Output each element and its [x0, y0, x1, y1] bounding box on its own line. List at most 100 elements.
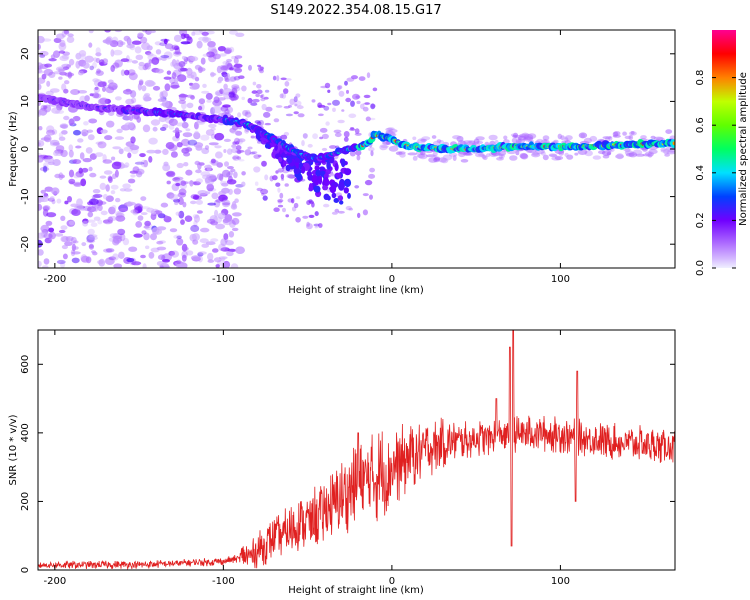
noise-blob [110, 49, 115, 57]
noise-blob [254, 120, 261, 124]
noise-blob [100, 210, 108, 216]
noise-blob [225, 240, 234, 246]
noise-blob [141, 212, 148, 216]
halo-blob [542, 135, 550, 141]
noise-blob [200, 134, 210, 141]
noise-blob [145, 62, 151, 70]
noise-blob [115, 96, 122, 101]
noise-blob [337, 85, 343, 90]
noise-blob [88, 30, 94, 34]
noise-blob [283, 131, 290, 136]
noise-blob [59, 174, 65, 179]
noise-blob [182, 201, 187, 208]
noise-blob [157, 254, 166, 260]
noise-blob [272, 75, 277, 81]
noise-blob [86, 219, 96, 223]
noise-blob [206, 99, 212, 103]
noise-blob [288, 104, 292, 108]
noise-blob [169, 194, 179, 201]
noise-blob [343, 136, 349, 142]
noise-blob [196, 40, 203, 49]
noise-blob [200, 171, 211, 177]
noise-blob [79, 152, 85, 160]
noise-blob [207, 41, 216, 48]
noise-blob [152, 85, 161, 91]
noise-blob [181, 138, 190, 147]
noise-blob [227, 166, 234, 170]
noise-blob [198, 105, 203, 111]
noise-blob [71, 257, 80, 264]
noise-blob [206, 51, 215, 58]
noise-blob [163, 38, 168, 45]
halo-blob [488, 134, 498, 141]
noise-blob [144, 220, 151, 227]
noise-blob [192, 30, 203, 36]
noise-blob [219, 88, 224, 95]
noise-blob [271, 175, 278, 181]
noise-blob [92, 92, 100, 99]
halo-blob [431, 135, 437, 139]
noise-blob [43, 155, 53, 160]
noise-blob [108, 256, 117, 261]
noise-blob [43, 258, 50, 265]
noise-blob [348, 113, 357, 119]
noise-blob [223, 233, 229, 240]
noise-blob [111, 205, 117, 210]
noise-blob [63, 30, 70, 35]
noise-blob [364, 102, 370, 105]
noise-blob [63, 115, 70, 121]
noise-blob [220, 180, 228, 186]
noise-blob [337, 210, 345, 214]
y-tick-label: 400 [20, 423, 31, 442]
branch-blob [313, 185, 321, 193]
noise-blob [354, 128, 360, 134]
noise-blob [330, 173, 334, 176]
branch-blob [320, 170, 326, 175]
noise-blob [220, 238, 228, 246]
noise-blob [327, 89, 331, 94]
halo-blob [583, 137, 593, 144]
noise-blob [275, 105, 283, 108]
noise-blob [237, 112, 242, 118]
noise-blob [68, 149, 74, 158]
noise-blob [263, 96, 269, 100]
noise-blob [131, 261, 142, 266]
noise-blob [43, 165, 48, 173]
noise-blob [286, 173, 294, 179]
noise-blob [148, 251, 155, 259]
noise-blob [176, 235, 182, 239]
halo-blob [407, 152, 418, 156]
noise-blob [368, 173, 376, 179]
noise-blob [178, 94, 188, 98]
noise-blob [233, 188, 242, 195]
noise-blob [112, 173, 117, 180]
halo-blob [564, 137, 569, 143]
noise-blob [233, 86, 238, 90]
noise-blob [253, 154, 261, 159]
noise-blob [80, 255, 90, 263]
noise-blob [70, 236, 77, 244]
noise-blob [190, 71, 197, 80]
noise-blob [275, 170, 279, 174]
noise-blob [81, 242, 87, 247]
noise-blob [260, 188, 269, 195]
noise-blob [244, 111, 252, 118]
colorbar-tick-label: 0.8 [695, 70, 706, 86]
noise-blob [131, 97, 137, 104]
halo-blob [536, 138, 544, 144]
halo-blob [399, 152, 406, 158]
noise-blob [235, 141, 240, 145]
branch-blob [343, 187, 349, 194]
noise-blob [118, 148, 123, 154]
noise-blob [341, 109, 345, 112]
noise-blob [195, 199, 203, 205]
noise-blob [293, 100, 302, 107]
noise-blob [192, 181, 201, 186]
noise-blob [75, 52, 82, 60]
noise-blob [48, 58, 57, 62]
noise-blob [142, 94, 150, 102]
noise-blob [259, 66, 265, 70]
noise-blob [282, 207, 286, 213]
noise-blob [70, 249, 76, 257]
noise-blob [191, 31, 196, 36]
